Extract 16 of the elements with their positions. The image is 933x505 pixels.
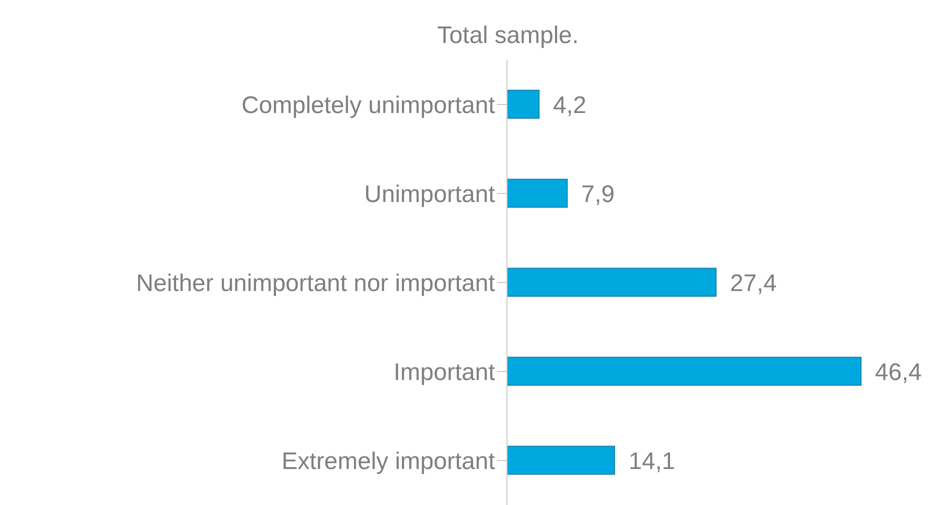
bar (506, 268, 717, 297)
data-label: 27,4 (730, 270, 777, 297)
y-tick-label: Extremely important (282, 448, 496, 476)
bar (506, 90, 540, 119)
bar (506, 178, 568, 208)
bar (506, 356, 862, 386)
y-tick-label: Neither unimportant nor important (136, 270, 496, 298)
data-label: 4,2 (553, 92, 586, 119)
y-tick-label: Important (394, 359, 496, 386)
data-label: 46,4 (875, 358, 922, 386)
data-label: 14,1 (628, 448, 676, 475)
chart-subtitle: Total sample. (436, 22, 580, 50)
y-tick-label: Completely unimportant (242, 92, 496, 120)
data-label: 7,9 (581, 180, 615, 208)
y-tick-label: Unimportant (364, 181, 496, 208)
bar (506, 446, 616, 475)
